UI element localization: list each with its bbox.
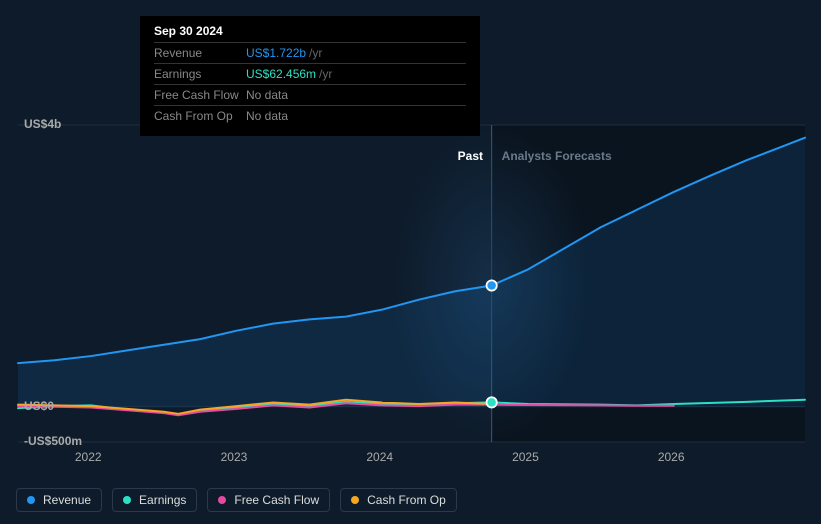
past-label: Past [458, 149, 483, 163]
legend-label: Revenue [43, 493, 91, 507]
legend-dot-icon [218, 496, 226, 504]
chart-tooltip: Sep 30 2024 RevenueUS$1.722b/yrEarningsU… [140, 16, 480, 136]
legend-item-cfo[interactable]: Cash From Op [340, 488, 457, 512]
tooltip-row-label: Cash From Op [154, 109, 246, 123]
y-tick-label: US$4b [24, 117, 61, 131]
marker-earnings [487, 397, 497, 407]
tooltip-row-value: US$1.722b [246, 46, 306, 60]
legend-label: Cash From Op [367, 493, 446, 507]
tooltip-row: Cash From OpNo data [154, 105, 466, 126]
x-tick-label: 2022 [75, 450, 102, 464]
tooltip-row: EarningsUS$62.456m/yr [154, 63, 466, 84]
legend-label: Free Cash Flow [234, 493, 319, 507]
y-tick-label: US$0 [24, 399, 54, 413]
y-tick-label: -US$500m [24, 434, 82, 448]
tooltip-row-value: No data [246, 88, 288, 102]
tooltip-row-suffix: /yr [319, 67, 332, 81]
x-tick-label: 2023 [221, 450, 248, 464]
tooltip-row-value: US$62.456m [246, 67, 316, 81]
forecast-label: Analysts Forecasts [502, 149, 612, 163]
tooltip-row-label: Free Cash Flow [154, 88, 246, 102]
chart-legend: Revenue Earnings Free Cash Flow Cash From O… [16, 488, 457, 512]
tooltip-row-label: Revenue [154, 46, 246, 60]
x-tick-label: 2024 [366, 450, 393, 464]
legend-dot-icon [123, 496, 131, 504]
tooltip-date: Sep 30 2024 [154, 24, 466, 38]
tooltip-row-suffix: /yr [309, 46, 322, 60]
legend-label: Earnings [139, 493, 186, 507]
marker-revenue [487, 280, 497, 290]
tooltip-row: Free Cash FlowNo data [154, 84, 466, 105]
legend-dot-icon [27, 496, 35, 504]
tooltip-row: RevenueUS$1.722b/yr [154, 42, 466, 63]
tooltip-row-label: Earnings [154, 67, 246, 81]
tooltip-row-value: No data [246, 109, 288, 123]
legend-item-earnings[interactable]: Earnings [112, 488, 197, 512]
legend-dot-icon [351, 496, 359, 504]
x-tick-label: 2026 [658, 450, 685, 464]
legend-item-revenue[interactable]: Revenue [16, 488, 102, 512]
x-tick-label: 2025 [512, 450, 539, 464]
financial-chart[interactable]: US$4b US$0 -US$500m 2022 2023 2024 2025 2026 P… [0, 0, 821, 524]
legend-item-fcf[interactable]: Free Cash Flow [207, 488, 330, 512]
